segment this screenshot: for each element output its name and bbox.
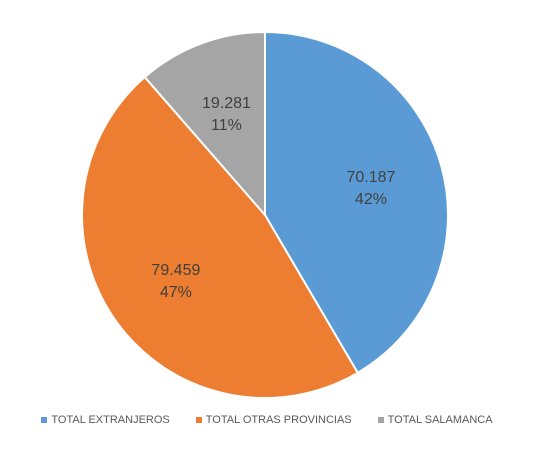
pie-slice-2 (143, 30, 266, 218)
legend: TOTAL EXTRANJEROS TOTAL OTRAS PROVINCIAS… (0, 414, 534, 426)
legend-item-extranjeros: TOTAL EXTRANJEROS (41, 414, 170, 426)
pie-slice-1 (81, 75, 360, 399)
pie-slice-0 (264, 30, 449, 375)
legend-swatch (195, 417, 202, 423)
legend-item-salamanca: TOTAL SALAMANCA (377, 414, 493, 426)
pie-slices (81, 30, 449, 399)
slice-percent-label: 47% (160, 284, 192, 301)
slice-percent-label: 11% (211, 117, 242, 134)
legend-label: TOTAL OTRAS PROVINCIAS (205, 414, 352, 426)
slice-value-label: 70.187 (346, 169, 395, 186)
legend-item-otras-provincias: TOTAL OTRAS PROVINCIAS (195, 414, 352, 426)
legend-label: TOTAL EXTRANJEROS (51, 414, 170, 426)
slice-value-label: 19.281 (202, 95, 251, 112)
slice-value-label: 79.459 (151, 262, 200, 279)
legend-swatch (41, 417, 48, 423)
legend-label: TOTAL SALAMANCA (387, 414, 493, 426)
pie-labels: 70.187 42% 79.459 47% 19.281 11% (151, 95, 395, 301)
slice-percent-label: 42% (355, 191, 387, 208)
legend-swatch (377, 417, 384, 423)
pie-chart: 70.187 42% 79.459 47% 19.281 11% (81, 30, 449, 399)
